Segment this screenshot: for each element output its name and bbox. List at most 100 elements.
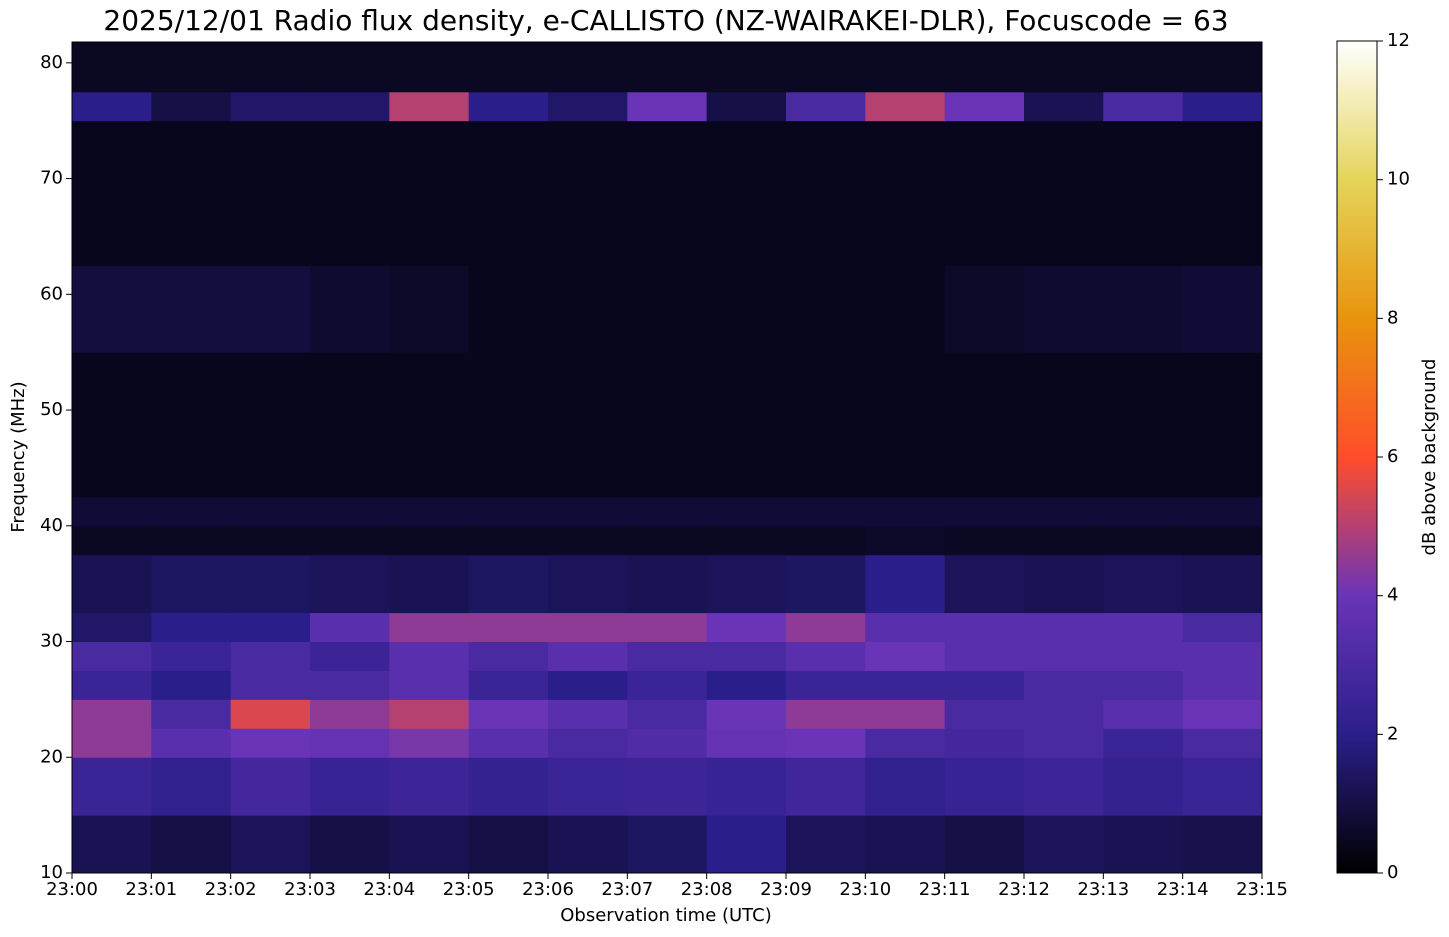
heatmap-cell xyxy=(627,757,708,816)
heatmap-cell xyxy=(1182,265,1263,353)
heatmap-cell xyxy=(548,815,628,874)
x-tick-label: 23:11 xyxy=(919,879,971,900)
colorbar-tick-label: 6 xyxy=(1387,446,1398,467)
heatmap-cell xyxy=(72,352,152,498)
heatmap-cell xyxy=(230,670,311,700)
heatmap-cell xyxy=(1182,42,1263,93)
heatmap-cell xyxy=(548,42,628,93)
heatmap-cell xyxy=(944,265,1025,353)
heatmap-cell xyxy=(389,670,470,700)
heatmap-cell xyxy=(72,670,152,700)
heatmap-cell xyxy=(944,612,1025,643)
heatmap-cell xyxy=(548,91,628,122)
y-tick-label: 10 xyxy=(40,862,63,883)
heatmap-cell xyxy=(1182,91,1263,122)
heatmap-cell xyxy=(706,120,787,266)
heatmap-cell xyxy=(944,670,1025,700)
heatmap-cell xyxy=(389,815,470,874)
heatmap-cell xyxy=(72,554,152,614)
heatmap-cell xyxy=(1024,670,1104,700)
heatmap-cell xyxy=(786,757,866,816)
heatmap-cell xyxy=(389,612,470,643)
heatmap-cell xyxy=(310,670,390,700)
colorbar-tick-label: 12 xyxy=(1387,30,1410,51)
heatmap-cell xyxy=(865,757,946,816)
heatmap-cell xyxy=(944,352,1025,498)
heatmap-cell xyxy=(230,699,311,729)
y-tick-label: 80 xyxy=(40,52,63,73)
heatmap-cell xyxy=(627,42,708,93)
x-tick-label: 23:04 xyxy=(363,879,415,900)
heatmap-cell xyxy=(548,352,628,498)
heatmap-cell xyxy=(1103,91,1184,122)
heatmap-cell xyxy=(1103,352,1184,498)
heatmap-cell xyxy=(627,612,708,643)
heatmap-cell xyxy=(468,352,549,498)
heatmap-cell xyxy=(389,525,470,556)
heatmap-cell xyxy=(1024,91,1104,122)
heatmap-cell xyxy=(151,641,232,671)
heatmap-cell xyxy=(72,757,152,816)
heatmap-cell xyxy=(389,554,470,614)
colorbar-tick-label: 2 xyxy=(1387,723,1398,744)
heatmap-cell xyxy=(1103,641,1184,671)
heatmap-cell xyxy=(1024,728,1104,758)
heatmap-cell xyxy=(72,728,152,758)
heatmap-cell xyxy=(1024,612,1104,643)
heatmap-cell xyxy=(944,757,1025,816)
heatmap-cell xyxy=(1182,525,1263,556)
heatmap-cell xyxy=(706,554,787,614)
heatmap-cell xyxy=(151,554,232,614)
heatmap-cell xyxy=(944,728,1025,758)
heatmap-cell xyxy=(1103,496,1184,527)
heatmap-cell xyxy=(310,641,390,671)
heatmap-cell xyxy=(786,554,866,614)
heatmap-cell xyxy=(548,496,628,527)
y-tick-label: 40 xyxy=(40,515,63,536)
heatmap-cell xyxy=(230,641,311,671)
heatmap-cell xyxy=(1182,496,1263,527)
heatmap-cell xyxy=(548,641,628,671)
heatmap-cell xyxy=(786,641,866,671)
heatmap-cell xyxy=(1024,352,1104,498)
heatmap-cell xyxy=(310,815,390,874)
heatmap-cell xyxy=(468,42,549,93)
heatmap-cell xyxy=(865,120,946,266)
heatmap-cell xyxy=(72,612,152,643)
x-tick-label: 23:09 xyxy=(760,879,812,900)
heatmap-cell xyxy=(1024,757,1104,816)
heatmap-cell xyxy=(1024,641,1104,671)
heatmap-cell xyxy=(310,91,390,122)
heatmap-cell xyxy=(1103,612,1184,643)
heatmap-cell xyxy=(389,42,470,93)
heatmap-cell xyxy=(548,265,628,353)
y-tick-label: 30 xyxy=(40,631,63,652)
heatmap-cell xyxy=(865,728,946,758)
colorbar-label: dB above background xyxy=(1419,359,1440,556)
heatmap-cell xyxy=(468,757,549,816)
colorbar-tick-label: 0 xyxy=(1387,862,1398,883)
heatmap-cell xyxy=(786,525,866,556)
heatmap-cell xyxy=(1182,120,1263,266)
heatmap-cell xyxy=(230,612,311,643)
heatmap-cell xyxy=(72,496,152,527)
heatmap-cell xyxy=(627,554,708,614)
heatmap-cell xyxy=(1182,641,1263,671)
heatmap-cell xyxy=(230,352,311,498)
x-tick-label: 23:10 xyxy=(839,879,891,900)
heatmap-cell xyxy=(72,699,152,729)
heatmap-cell xyxy=(627,728,708,758)
heatmap-cell xyxy=(1103,699,1184,729)
heatmap-cell xyxy=(230,815,311,874)
y-tick-label: 20 xyxy=(40,746,63,767)
heatmap-cell xyxy=(706,815,787,874)
heatmap-cell xyxy=(865,699,946,729)
heatmap-cell xyxy=(548,757,628,816)
y-tick-label: 70 xyxy=(40,168,63,189)
heatmap-cell xyxy=(786,670,866,700)
heatmap-cell xyxy=(310,265,390,353)
heatmap-cell xyxy=(151,352,232,498)
heatmap-cell xyxy=(389,641,470,671)
heatmap-cell xyxy=(944,496,1025,527)
heatmap-cell xyxy=(1103,728,1184,758)
